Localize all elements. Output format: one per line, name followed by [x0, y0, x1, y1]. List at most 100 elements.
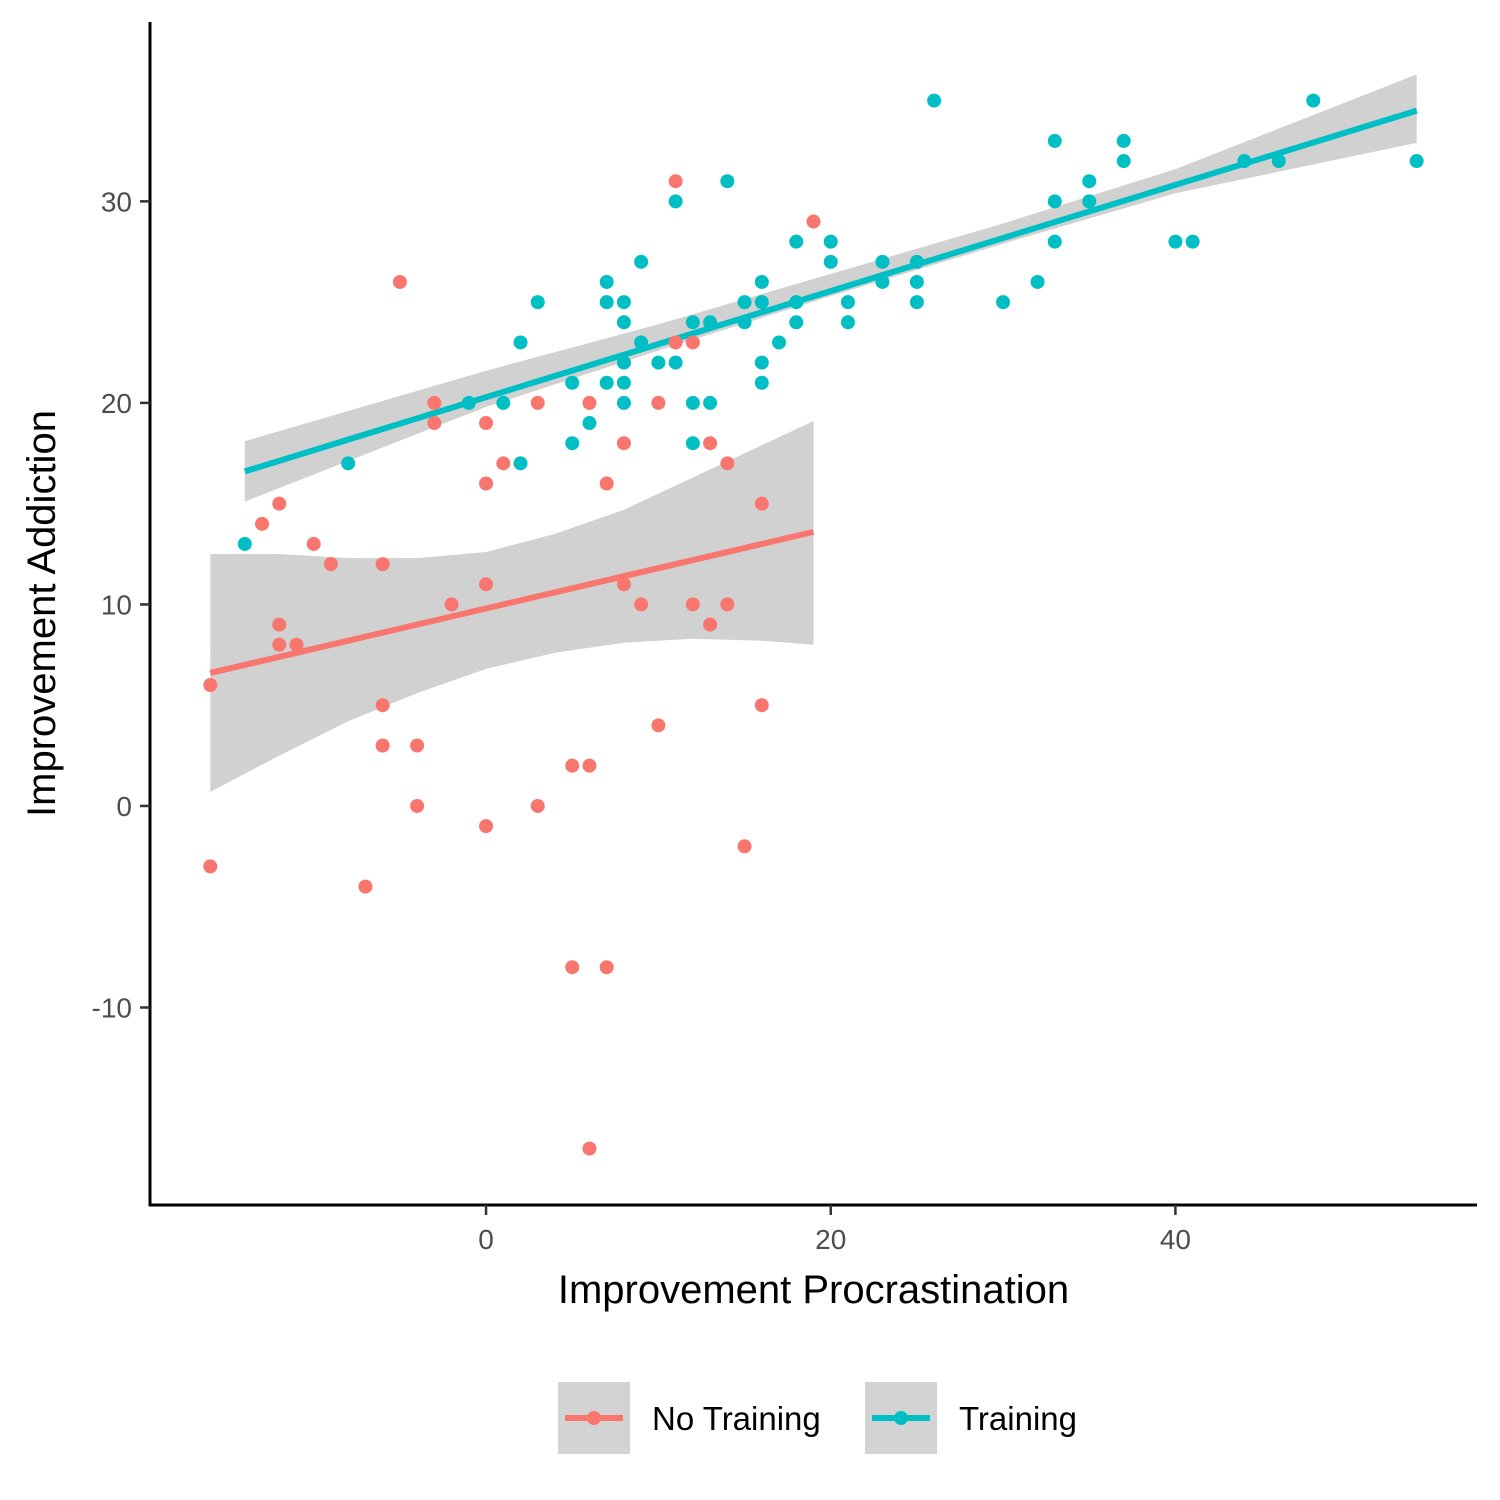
data-point	[685, 597, 700, 612]
data-point	[323, 557, 338, 572]
data-point	[255, 516, 270, 531]
data-point	[582, 1141, 597, 1156]
data-point	[703, 315, 718, 330]
data-point	[582, 395, 597, 410]
data-point	[427, 395, 442, 410]
data-point	[616, 315, 631, 330]
data-point	[651, 718, 666, 733]
data-point	[685, 395, 700, 410]
fit-lines	[209, 107, 1418, 676]
data-point	[375, 557, 390, 572]
data-point	[840, 315, 855, 330]
legend-label-0: No Training	[652, 1400, 821, 1437]
data-point	[392, 274, 407, 289]
data-point	[685, 335, 700, 350]
data-point	[616, 436, 631, 451]
data-point	[703, 395, 718, 410]
data-point	[789, 315, 804, 330]
data-point	[203, 678, 218, 693]
x-tick-label: 0	[478, 1224, 494, 1255]
data-point	[203, 859, 218, 874]
data-point	[272, 637, 287, 652]
data-point	[1168, 234, 1183, 249]
data-point	[720, 597, 735, 612]
data-point	[565, 960, 580, 975]
data-point	[496, 456, 511, 471]
data-point	[651, 355, 666, 370]
legend-label-1: Training	[959, 1400, 1077, 1437]
data-point	[427, 416, 442, 431]
data-point	[289, 637, 304, 652]
data-point	[737, 839, 752, 854]
data-point	[1047, 234, 1062, 249]
data-point	[341, 456, 356, 471]
data-point	[375, 738, 390, 753]
data-point	[461, 395, 476, 410]
data-point	[616, 295, 631, 310]
y-tick-label: 30	[101, 186, 132, 217]
data-point	[582, 416, 597, 431]
data-point	[754, 375, 769, 390]
data-point	[1082, 174, 1097, 189]
data-point	[496, 395, 511, 410]
data-point	[306, 536, 321, 551]
data-point	[703, 617, 718, 632]
data-point	[789, 234, 804, 249]
data-point	[599, 960, 614, 975]
y-axis-title: Improvement Addiction	[20, 410, 64, 817]
data-point	[1116, 133, 1131, 148]
data-point	[1082, 194, 1097, 209]
legend-dot-0	[587, 1411, 601, 1425]
y-tick-label: 10	[101, 589, 132, 620]
data-point	[651, 395, 666, 410]
data-point	[909, 274, 924, 289]
x-tick-label: 20	[815, 1224, 846, 1255]
confidence-bands	[210, 74, 1417, 792]
data-point	[685, 315, 700, 330]
data-point	[599, 274, 614, 289]
data-point	[565, 375, 580, 390]
data-point	[565, 758, 580, 773]
data-point	[754, 295, 769, 310]
data-point	[668, 335, 683, 350]
data-point	[806, 214, 821, 229]
data-point	[1185, 234, 1200, 249]
data-point	[668, 174, 683, 189]
ci-band-0	[210, 421, 814, 792]
data-point	[668, 355, 683, 370]
y-tick-label: 0	[116, 791, 132, 822]
data-point	[599, 476, 614, 491]
data-point	[720, 174, 735, 189]
data-point	[668, 194, 683, 209]
data-point	[840, 295, 855, 310]
data-point	[272, 496, 287, 511]
data-point	[634, 335, 649, 350]
x-tick-label: 40	[1160, 1224, 1191, 1255]
data-point	[599, 375, 614, 390]
data-point	[1237, 154, 1252, 169]
data-point	[479, 476, 494, 491]
y-tick-label: -10	[92, 992, 132, 1023]
data-point	[616, 577, 631, 592]
data-point	[530, 395, 545, 410]
data-point	[875, 254, 890, 269]
data-point	[754, 698, 769, 713]
data-point	[1271, 154, 1286, 169]
data-point	[410, 738, 425, 753]
data-point	[513, 335, 528, 350]
data-point	[237, 536, 252, 551]
data-point	[582, 758, 597, 773]
data-point	[634, 254, 649, 269]
data-point	[789, 295, 804, 310]
legend-dot-1	[894, 1411, 908, 1425]
data-point	[1047, 194, 1062, 209]
data-point	[754, 496, 769, 511]
data-point	[823, 254, 838, 269]
data-point	[685, 436, 700, 451]
data-point	[909, 254, 924, 269]
data-point	[737, 295, 752, 310]
data-point	[720, 456, 735, 471]
data-point	[772, 335, 787, 350]
fit-line-0	[209, 528, 815, 676]
